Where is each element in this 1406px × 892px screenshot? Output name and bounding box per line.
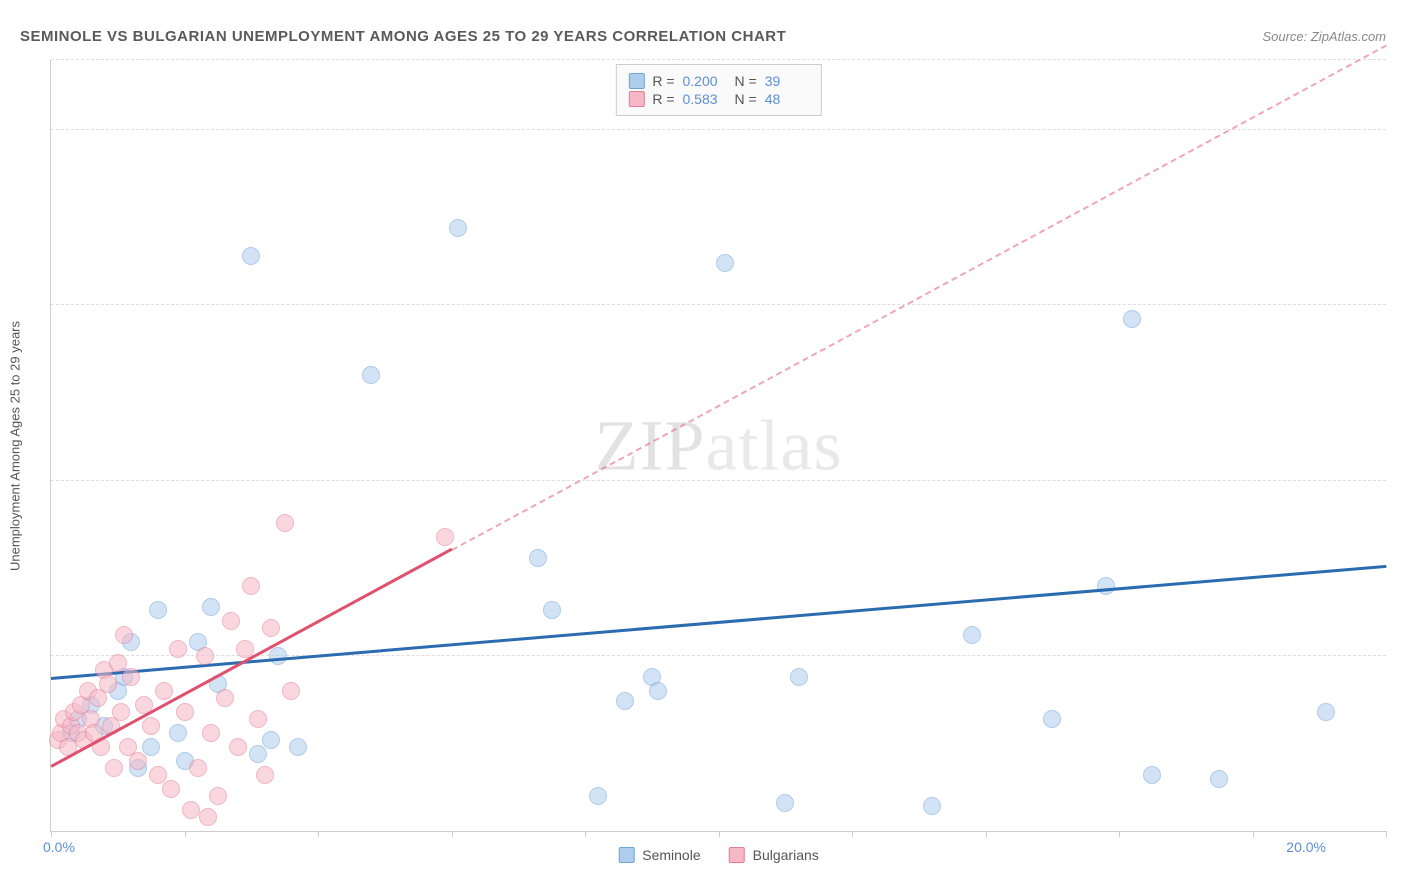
page-title: SEMINOLE VS BULGARIAN UNEMPLOYMENT AMONG… xyxy=(20,28,786,45)
scatter-point xyxy=(176,703,194,721)
scatter-point xyxy=(249,745,267,763)
scatter-point xyxy=(162,780,180,798)
scatter-point xyxy=(249,710,267,728)
scatter-point xyxy=(242,247,260,265)
scatter-point xyxy=(99,675,117,693)
x-axis-origin-label: 0.0% xyxy=(43,839,75,855)
scatter-point xyxy=(269,647,287,665)
x-tick xyxy=(719,831,720,837)
x-tick xyxy=(852,831,853,837)
x-axis-end-label: 20.0% xyxy=(1286,839,1326,855)
scatter-point xyxy=(790,668,808,686)
scatter-point xyxy=(262,619,280,637)
scatter-point xyxy=(202,724,220,742)
scatter-point xyxy=(189,759,207,777)
gridline xyxy=(51,304,1386,305)
scatter-point xyxy=(529,549,547,567)
scatter-point xyxy=(543,601,561,619)
watermark: ZIPatlas xyxy=(595,404,843,487)
scatter-point xyxy=(616,692,634,710)
scatter-point xyxy=(169,640,187,658)
scatter-point xyxy=(129,752,147,770)
scatter-point xyxy=(1097,577,1115,595)
scatter-point xyxy=(362,366,380,384)
scatter-point xyxy=(923,797,941,815)
x-tick xyxy=(1253,831,1254,837)
x-tick xyxy=(585,831,586,837)
scatter-point xyxy=(289,738,307,756)
x-tick xyxy=(452,831,453,837)
plot-area: ZIPatlas Unemployment Among Ages 25 to 2… xyxy=(50,60,1386,832)
scatter-point xyxy=(276,514,294,532)
legend-row-bulgarians: R = 0.583 N = 48 xyxy=(628,91,808,107)
scatter-point xyxy=(115,626,133,644)
scatter-point xyxy=(229,738,247,756)
legend-item-bulgarians: Bulgarians xyxy=(729,847,819,863)
scatter-point xyxy=(196,647,214,665)
scatter-point xyxy=(1043,710,1061,728)
swatch-icon xyxy=(628,73,644,89)
series-legend: Seminole Bulgarians xyxy=(618,847,819,863)
scatter-point xyxy=(776,794,794,812)
scatter-point xyxy=(182,801,200,819)
scatter-point xyxy=(112,703,130,721)
gridline xyxy=(51,480,1386,481)
scatter-point xyxy=(142,738,160,756)
scatter-point xyxy=(122,668,140,686)
legend-row-seminole: R = 0.200 N = 39 xyxy=(628,73,808,89)
scatter-point xyxy=(449,219,467,237)
trend-line-extrapolation xyxy=(451,44,1386,550)
legend-item-seminole: Seminole xyxy=(618,847,700,863)
scatter-point xyxy=(242,577,260,595)
swatch-icon xyxy=(729,847,745,863)
scatter-point xyxy=(282,682,300,700)
scatter-point xyxy=(262,731,280,749)
scatter-point xyxy=(202,598,220,616)
scatter-point xyxy=(149,601,167,619)
scatter-point xyxy=(1123,310,1141,328)
scatter-point xyxy=(169,724,187,742)
correlation-chart: ZIPatlas Unemployment Among Ages 25 to 2… xyxy=(50,60,1386,832)
scatter-point xyxy=(963,626,981,644)
scatter-point xyxy=(155,682,173,700)
scatter-point xyxy=(436,528,454,546)
swatch-icon xyxy=(628,91,644,107)
source-attribution: Source: ZipAtlas.com xyxy=(1262,29,1386,44)
swatch-icon xyxy=(618,847,634,863)
scatter-point xyxy=(142,717,160,735)
scatter-point xyxy=(1143,766,1161,784)
scatter-point xyxy=(716,254,734,272)
scatter-point xyxy=(1210,770,1228,788)
x-tick xyxy=(185,831,186,837)
y-axis-label: Unemployment Among Ages 25 to 29 years xyxy=(8,320,23,570)
scatter-point xyxy=(149,766,167,784)
scatter-point xyxy=(256,766,274,784)
scatter-point xyxy=(589,787,607,805)
x-tick xyxy=(1119,831,1120,837)
scatter-point xyxy=(105,759,123,777)
x-tick xyxy=(318,831,319,837)
gridline xyxy=(51,129,1386,130)
gridline xyxy=(51,59,1386,60)
scatter-point xyxy=(649,682,667,700)
scatter-point xyxy=(199,808,217,826)
scatter-point xyxy=(1317,703,1335,721)
correlation-legend: R = 0.200 N = 39 R = 0.583 N = 48 xyxy=(615,64,821,116)
x-tick xyxy=(51,831,52,837)
x-tick xyxy=(1386,831,1387,837)
scatter-point xyxy=(216,689,234,707)
scatter-point xyxy=(109,654,127,672)
scatter-point xyxy=(222,612,240,630)
x-tick xyxy=(986,831,987,837)
scatter-point xyxy=(209,787,227,805)
